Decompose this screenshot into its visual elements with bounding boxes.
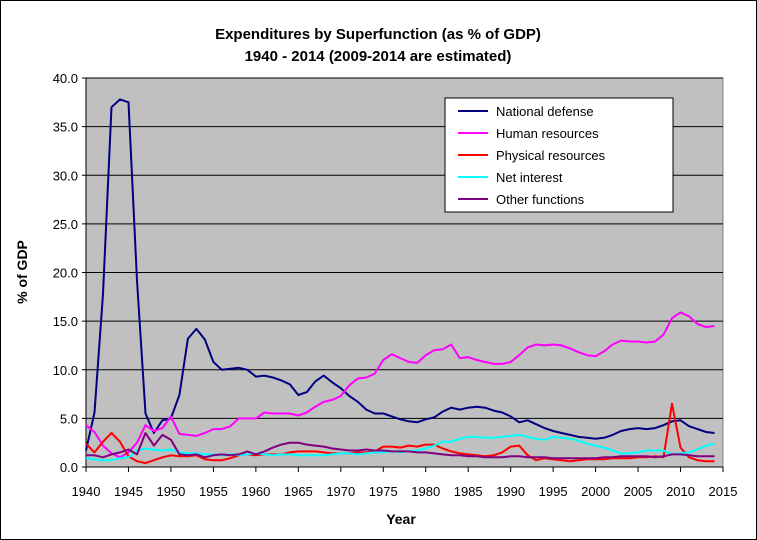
x-tick-label: 1985 <box>454 484 483 499</box>
y-tick-label: 10.0 <box>53 363 78 378</box>
x-axis-ticks: 1940 1945 1950 1955 1960 1965 1970 1975 1980 1985… <box>72 466 738 499</box>
y-tick-label: 0.0 <box>60 460 78 475</box>
y-tick-label: 5.0 <box>60 411 78 426</box>
series-line-national-defense <box>85 98 715 451</box>
x-tick-label: 1960 <box>241 484 270 499</box>
x-tick-label: 1950 <box>156 484 185 499</box>
series-line-other-functions <box>86 432 715 460</box>
x-tick-label: 1940 <box>72 484 101 499</box>
x-tick-label: 1975 <box>369 484 398 499</box>
x-tick-label: 1955 <box>199 484 228 499</box>
legend-label: National defense <box>496 104 594 119</box>
x-tick-label: 1995 <box>539 484 568 499</box>
x-tick-label: 1990 <box>496 484 525 499</box>
x-tick-label: 2015 <box>709 484 738 499</box>
x-tick-label: 2005 <box>624 484 653 499</box>
legend: National defense Human resources Physical … <box>444 97 674 213</box>
x-axis-title: Year <box>386 511 416 527</box>
y-axis-title: % of GDP <box>14 240 30 304</box>
legend-label: Human resources <box>496 126 599 141</box>
x-tick-label: 1970 <box>326 484 355 499</box>
x-tick-label: 1965 <box>284 484 313 499</box>
legend-label: Physical resources <box>496 148 606 163</box>
x-tick-label: 2010 <box>666 484 695 499</box>
y-tick-label: 40.0 <box>53 71 78 86</box>
series-line-human-resources <box>85 311 715 459</box>
legend-label: Net interest <box>496 170 563 185</box>
legend-label: Other functions <box>496 192 585 207</box>
y-tick-label: 15.0 <box>53 314 78 329</box>
x-tick-label: 1945 <box>114 484 143 499</box>
y-axis-ticks: 0.0 5.0 10.0 15.0 20.0 25.0 30.0 35.0 40.0 <box>53 71 87 475</box>
series-lines <box>85 98 715 465</box>
y-tick-label: 25.0 <box>53 217 78 232</box>
y-tick-label: 20.0 <box>53 266 78 281</box>
x-tick-label: 1980 <box>411 484 440 499</box>
chart-subtitle: 1940 - 2014 (2009-2014 are estimated) <box>245 48 512 65</box>
y-tick-label: 30.0 <box>53 168 78 183</box>
x-tick-label: 2000 <box>581 484 610 499</box>
chart-title: Expenditures by Superfunction (as % of G… <box>215 26 541 43</box>
y-tick-label: 35.0 <box>53 120 78 135</box>
